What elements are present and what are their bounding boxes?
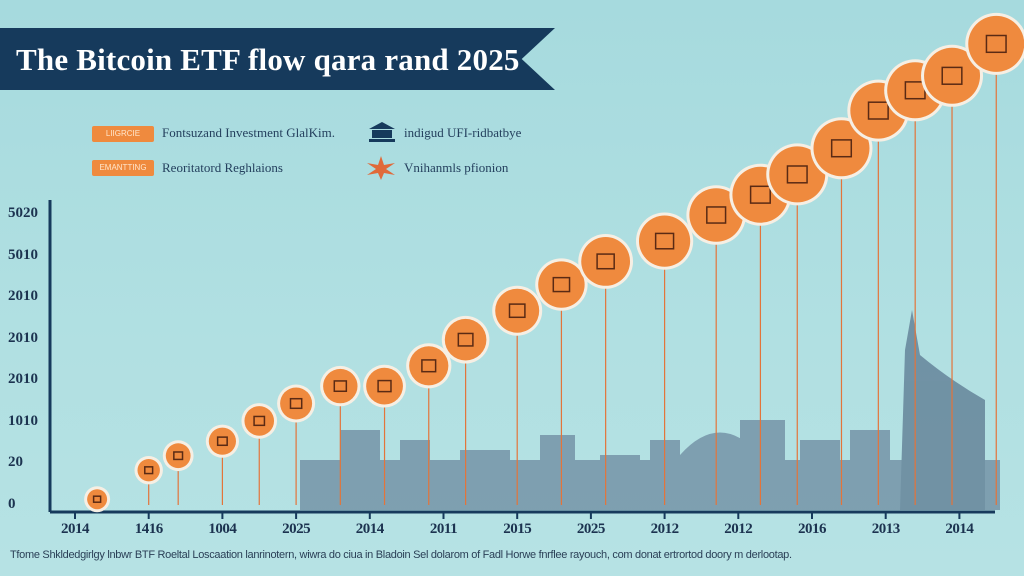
data-point [366, 367, 403, 405]
x-tick-label: 2015 [503, 521, 532, 537]
data-point [244, 406, 275, 436]
point-glyph-icon [253, 415, 266, 427]
y-tick-label: 5010 [8, 246, 38, 263]
data-point [495, 288, 540, 333]
point-glyph-icon [457, 332, 474, 347]
footer-note: Tfome Shkldedgirlgy lnbwr BTF Roeltal Lo… [10, 549, 792, 561]
point-glyph-icon [596, 253, 615, 270]
data-point [924, 47, 981, 104]
data-point [689, 188, 743, 242]
data-point [87, 489, 108, 510]
x-tick-label: 2025 [576, 521, 606, 537]
point-glyph-icon [144, 466, 154, 475]
y-tick-label: 0 [8, 495, 16, 512]
x-tick-label: 2013 [871, 521, 901, 537]
y-tick-label: 2010 [8, 371, 38, 387]
data-point [538, 261, 585, 308]
x-tick-label: 2014 [945, 521, 974, 537]
point-glyph-icon [216, 436, 228, 447]
legend-badge-2: EMANTTING [92, 160, 154, 176]
data-point [165, 443, 191, 469]
x-tick-label: 2011 [429, 521, 458, 537]
data-point [968, 15, 1024, 72]
x-tick-label: 2012 [650, 521, 680, 537]
data-point [581, 237, 631, 286]
point-glyph-icon [830, 139, 853, 158]
point-glyph-icon [173, 451, 184, 461]
y-tick-label: 2010 [8, 288, 38, 304]
point-glyph-icon [508, 303, 526, 319]
point-glyph-icon [552, 276, 571, 293]
y-tick-label: 1010 [8, 412, 38, 429]
y-tick-label: 5020 [8, 205, 38, 221]
point-glyph-icon [867, 101, 889, 120]
data-point [409, 346, 449, 386]
data-point [323, 368, 358, 404]
legend-label-2: Reoritatord Reghlaions [162, 160, 283, 175]
y-tick-label: 2010 [8, 329, 38, 346]
point-glyph-icon [654, 232, 675, 250]
data-point [813, 120, 870, 177]
x-tick-label: 2014 [355, 521, 385, 537]
point-glyph-icon [333, 380, 348, 393]
data-point [208, 427, 236, 455]
bank-icon [369, 122, 395, 142]
data-point [639, 215, 691, 267]
x-tick-label: 2025 [282, 521, 311, 537]
point-glyph-icon [749, 185, 771, 204]
legend-badge-1: LIIGRCIE [92, 126, 154, 142]
legend-label-3: indigud UFI-ridbatbye [404, 125, 522, 140]
x-tick-label: 1416 [134, 521, 164, 537]
x-tick-label: 2016 [798, 521, 827, 537]
axes [48, 200, 995, 514]
point-glyph-icon [421, 359, 437, 373]
title-banner [0, 28, 555, 90]
point-glyph-icon [289, 397, 303, 410]
data-point [137, 459, 160, 482]
point-glyph-icon [941, 66, 963, 85]
city-skyline [300, 310, 1000, 510]
starburst-icon [367, 156, 395, 180]
legend-label-1: Fontsuzand Investment GlalKim. [162, 125, 335, 140]
point-glyph-icon [985, 34, 1007, 54]
point-glyph-icon [706, 206, 727, 224]
x-tick-label: 2014 [61, 521, 90, 537]
data-point [280, 387, 313, 420]
point-glyph-icon [92, 495, 102, 503]
legend-label-4: Vnihanmls pfionion [404, 160, 509, 175]
chart-title: The Bitcoin ETF flow qara rand 2025 [16, 42, 520, 77]
x-tick-label: 1004 [208, 521, 237, 537]
data-point [444, 318, 487, 361]
point-glyph-icon [786, 165, 808, 184]
point-glyph-icon [377, 379, 392, 393]
x-tick-label: 2012 [724, 521, 753, 537]
data-point [769, 146, 826, 203]
y-tick-label: 20 [8, 454, 23, 470]
